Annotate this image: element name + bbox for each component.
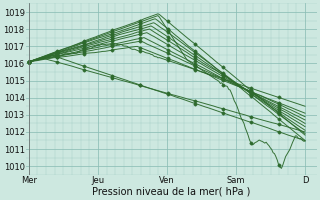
X-axis label: Pression niveau de la mer( hPa ): Pression niveau de la mer( hPa ) [92,187,251,197]
